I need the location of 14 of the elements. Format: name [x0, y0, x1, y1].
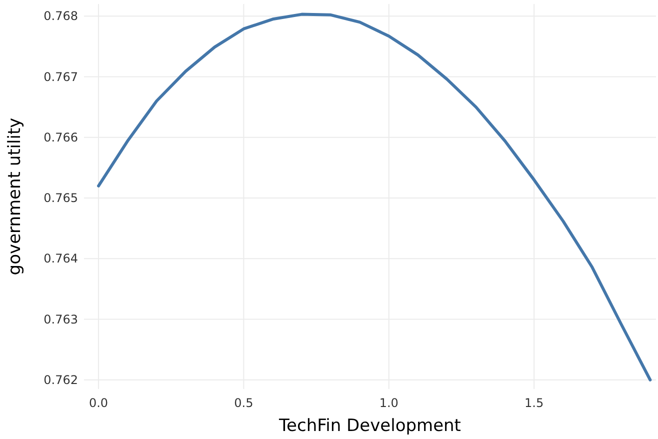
line-series — [97, 12, 652, 382]
y-tick-label: 0.764 — [44, 252, 78, 266]
y-tick-label: 0.763 — [44, 312, 78, 326]
y-tick-label: 0.762 — [44, 372, 78, 387]
x-tick-label: 0.0 — [88, 396, 108, 410]
y-tick-label: 0.767 — [44, 70, 78, 84]
y-tick-label: 0.768 — [44, 9, 78, 24]
x-tick-label: 0.5 — [234, 396, 254, 410]
y-axis-title: government utility — [5, 118, 25, 276]
x-tick-label: 1.5 — [524, 396, 544, 410]
y-tick-label: 0.765 — [44, 191, 78, 206]
x-axis-title: TechFin Development — [278, 416, 462, 436]
x-tick-label: 1.0 — [379, 396, 398, 410]
y-tick-label: 0.766 — [44, 130, 78, 144]
